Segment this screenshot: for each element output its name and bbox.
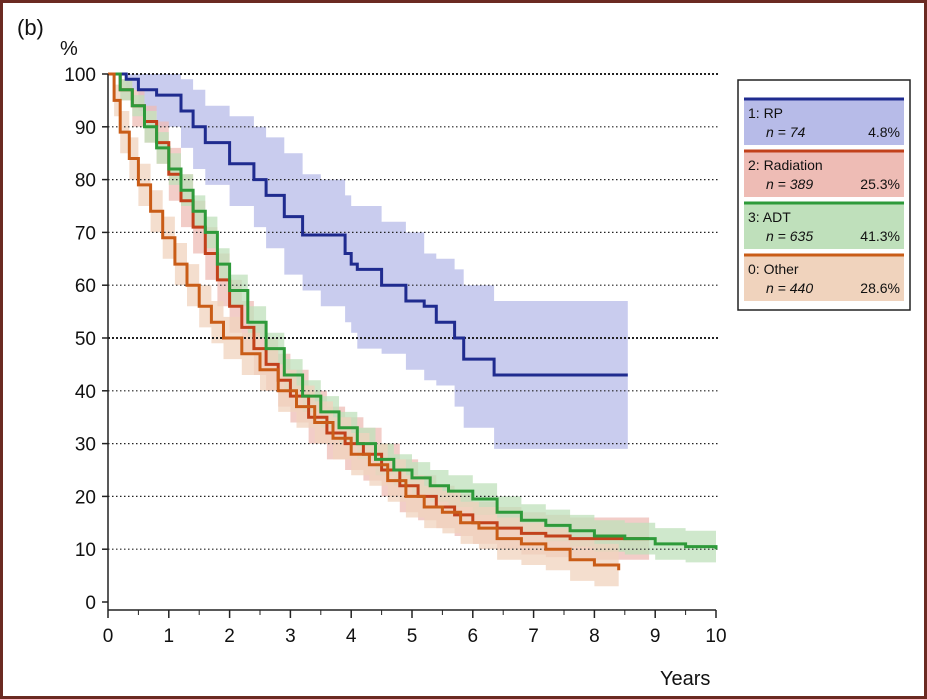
legend-swatch-rp bbox=[744, 99, 904, 145]
x-tick-label-1: 1 bbox=[164, 626, 175, 647]
y-tick-label-70: 70 bbox=[75, 223, 96, 244]
x-tick-label-9: 9 bbox=[650, 626, 661, 647]
legend-n-adt: n = 635 bbox=[766, 228, 813, 244]
confidence-bands bbox=[108, 74, 716, 592]
legend-label-adt: 3: ADT bbox=[748, 209, 791, 225]
legend-pct-adt: 41.3% bbox=[860, 228, 900, 244]
y-tick-label-100: 100 bbox=[64, 65, 96, 86]
series-line-adt bbox=[108, 72, 718, 550]
x-axis-label: Years bbox=[660, 668, 710, 690]
x-tick-label-2: 2 bbox=[224, 626, 235, 647]
legend-swatch-other bbox=[744, 255, 904, 301]
x-tick-label-10: 10 bbox=[705, 626, 726, 647]
panel-label: (b) bbox=[17, 15, 44, 40]
y-tick-label-90: 90 bbox=[75, 118, 96, 139]
y-axis-label: % bbox=[60, 38, 78, 60]
ci-band-other bbox=[108, 74, 619, 592]
y-tick-label-20: 20 bbox=[75, 487, 96, 508]
legend-pct-other: 28.6% bbox=[860, 280, 900, 296]
legend-label-radiation: 2: Radiation bbox=[748, 157, 823, 173]
y-tick-label-80: 80 bbox=[75, 171, 96, 192]
legend-n-rp: n = 74 bbox=[766, 124, 806, 140]
y-tick-label-30: 30 bbox=[75, 435, 96, 456]
x-tick-label-7: 7 bbox=[528, 626, 539, 647]
legend: 1: RP n = 74 4.8% 2: Radiation n = 389 25.3% 3… bbox=[737, 79, 911, 311]
survival-curves bbox=[108, 72, 718, 571]
y-tick-label-0: 0 bbox=[85, 593, 96, 614]
legend-swatch-radiation bbox=[744, 151, 904, 197]
x-tick-label-5: 5 bbox=[407, 626, 418, 647]
legend-pct-radiation: 25.3% bbox=[860, 176, 900, 192]
legend-label-other: 0: Other bbox=[748, 261, 799, 277]
legend-pct-rp: 4.8% bbox=[868, 124, 900, 140]
legend-n-radiation: n = 389 bbox=[766, 176, 813, 192]
gridlines bbox=[108, 73, 720, 550]
x-tick-label-3: 3 bbox=[285, 626, 296, 647]
series-line-radiation bbox=[108, 72, 650, 541]
ci-band-adt bbox=[108, 74, 716, 565]
series-line-other bbox=[108, 72, 621, 571]
y-tick-label-50: 50 bbox=[75, 329, 96, 350]
ci-band-rp bbox=[108, 74, 628, 449]
legend-swatch-adt bbox=[744, 203, 904, 249]
y-tick-label-60: 60 bbox=[75, 276, 96, 297]
axes: 0 10 20 30 40 50 60 70 80 90 100 0 1 2 3 4 5 6 7 8 9 10 bbox=[64, 65, 726, 647]
y-tick-label-40: 40 bbox=[75, 382, 96, 403]
x-tick-label-4: 4 bbox=[346, 626, 357, 647]
x-tick-label-6: 6 bbox=[468, 626, 479, 647]
series-line-rp bbox=[108, 72, 628, 377]
legend-label-rp: 1: RP bbox=[748, 105, 783, 121]
x-tick-label-0: 0 bbox=[103, 626, 114, 647]
legend-n-other: n = 440 bbox=[766, 280, 813, 296]
y-tick-label-10: 10 bbox=[75, 540, 96, 561]
x-tick-label-8: 8 bbox=[589, 626, 600, 647]
